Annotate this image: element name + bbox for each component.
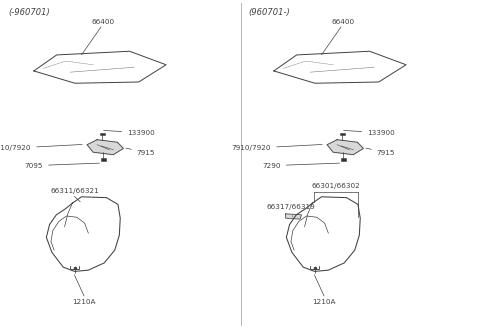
- Text: 1210A: 1210A: [312, 299, 336, 305]
- Text: 66400: 66400: [92, 19, 115, 25]
- Text: 133900: 133900: [344, 130, 395, 136]
- Polygon shape: [286, 214, 301, 219]
- Text: 66311/66321: 66311/66321: [50, 188, 99, 194]
- Text: 1210A: 1210A: [72, 299, 96, 305]
- Text: 7910/7920: 7910/7920: [232, 144, 322, 151]
- Text: 7910/7920: 7910/7920: [0, 144, 82, 151]
- Bar: [101, 158, 106, 161]
- Bar: [341, 158, 346, 161]
- Text: 7290: 7290: [262, 163, 339, 169]
- Text: 7915: 7915: [366, 148, 396, 155]
- Text: (960701-): (960701-): [249, 8, 290, 17]
- Text: 7095: 7095: [24, 163, 99, 169]
- Bar: [340, 133, 345, 135]
- Polygon shape: [327, 140, 363, 155]
- Text: 66400: 66400: [332, 19, 355, 25]
- Text: 66317/66319: 66317/66319: [266, 204, 315, 216]
- Polygon shape: [87, 140, 123, 155]
- Text: 133900: 133900: [104, 130, 155, 136]
- Text: 7915: 7915: [126, 148, 156, 155]
- Text: 66301/66302: 66301/66302: [312, 183, 360, 189]
- Text: (-960701): (-960701): [9, 8, 50, 17]
- Bar: [100, 133, 105, 135]
